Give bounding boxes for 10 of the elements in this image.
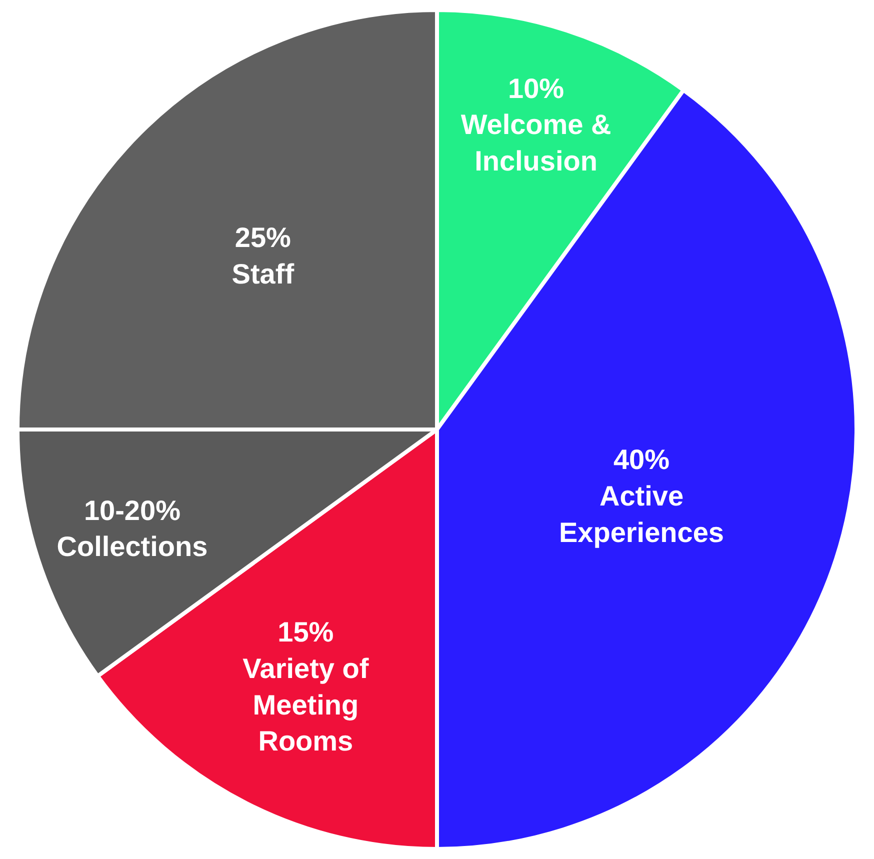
data-label: 40% <box>613 444 670 476</box>
slice-label: Variety of Meeting Rooms <box>242 652 370 757</box>
data-label: 15% <box>278 616 334 648</box>
data-label: 10-20% <box>84 494 181 526</box>
data-label: 10% <box>508 72 564 104</box>
slice-label: Active Experiences <box>558 480 724 548</box>
slice-label: Staff <box>232 258 295 290</box>
slice-label: Welcome & Inclusion <box>460 109 612 177</box>
data-label: 25% <box>234 222 292 254</box>
slice-label: Collections <box>56 531 208 562</box>
